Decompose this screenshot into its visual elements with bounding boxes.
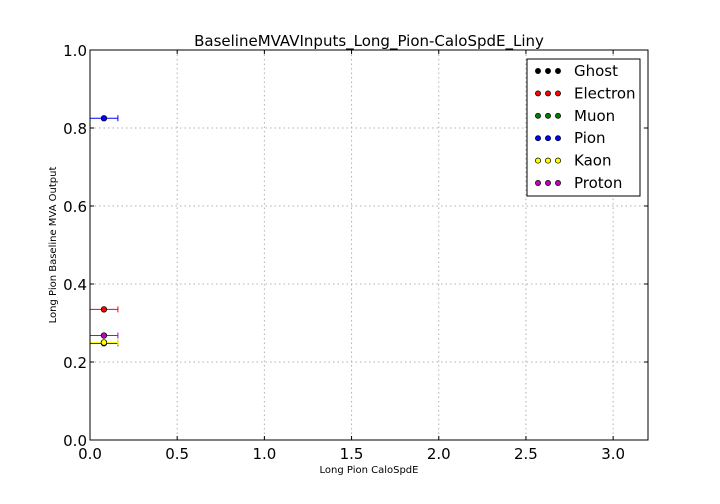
legend-marker-muon (555, 112, 561, 119)
y-tick-label: 1.0 (63, 42, 87, 60)
legend-marker-kaon (545, 157, 551, 164)
x-tick-label: 2.0 (427, 445, 451, 463)
x-tick-label: 2.5 (514, 445, 538, 463)
plot-frame (89, 49, 649, 441)
legend-marker-ghost (535, 68, 541, 74)
legend-label-electron: Electron (574, 84, 636, 102)
legend-marker-kaon (555, 157, 561, 164)
legend-marker-pion (555, 135, 561, 142)
x-tick-label: 1.5 (340, 445, 364, 463)
legend-marker-pion (545, 135, 551, 142)
x-tick-label: 1.0 (252, 445, 276, 463)
legend-label-pion: Pion (574, 129, 606, 147)
legend-label-kaon: Kaon (574, 152, 611, 170)
chart-title: BaselineMVAVInputs_Long_Pion-CaloSpdE_Li… (194, 32, 544, 51)
data-marks (89, 115, 119, 347)
legend-label-muon: Muon (574, 107, 615, 125)
legend-marker-electron (545, 90, 551, 97)
legend-marker-ghost (545, 68, 551, 74)
axis-ticks: 0.0 0.5 1.0 1.5 2.0 2.5 3.0 0.0 0.2 0.4 0.6 0.8 1.0 (63, 42, 648, 463)
legend-marker-proton (545, 180, 551, 186)
legend-box (526, 58, 641, 197)
legend-marker-ghost (555, 68, 561, 74)
legend-marker-proton (555, 180, 561, 186)
x-axis-label: Long Pion CaloSpdE (320, 465, 419, 476)
legend-label-proton: Proton (574, 174, 622, 192)
y-axis-label: Long Pion Baseline MVA Output (48, 167, 59, 324)
legend-marker-electron (535, 90, 541, 97)
data-point-electron (100, 306, 108, 313)
y-tick-label: 0.0 (63, 432, 87, 450)
y-tick-label: 0.6 (63, 198, 87, 216)
legend-label-ghost: Ghost (574, 62, 618, 80)
x-tick-label: 0.0 (78, 445, 102, 463)
data-point-proton (100, 332, 108, 339)
legend: Ghost Electron Muon Pion Kaon Proton (526, 58, 641, 197)
y-tick-label: 0.2 (63, 354, 87, 372)
y-tick-label: 0.8 (63, 120, 87, 138)
legend-marker-muon (545, 112, 551, 119)
x-tick-label: 3.0 (601, 445, 625, 463)
data-point-kaon (100, 339, 108, 346)
legend-marker-kaon (535, 157, 541, 164)
legend-marker-proton (535, 180, 541, 186)
legend-marker-pion (535, 135, 541, 142)
legend-marker-electron (555, 90, 561, 97)
legend-marker-muon (535, 112, 541, 119)
x-tick-label: 0.5 (165, 445, 189, 463)
y-tick-label: 0.4 (63, 276, 87, 294)
data-point-pion (100, 115, 108, 122)
